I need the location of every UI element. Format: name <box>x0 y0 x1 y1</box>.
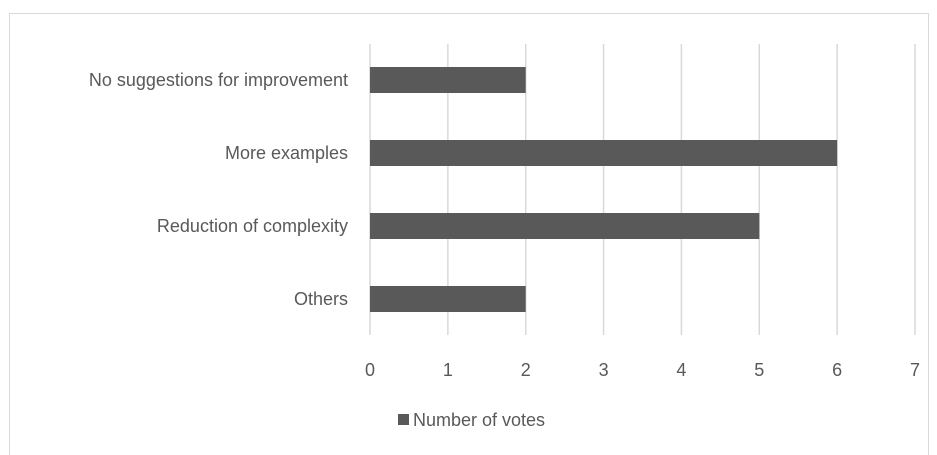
bar-2 <box>370 140 838 166</box>
legend-label: Number of votes <box>413 410 545 430</box>
x-tick-label-7: 7 <box>910 360 920 380</box>
chart-frame <box>9 13 929 455</box>
category-label-1: No suggestions for improvement <box>89 70 348 90</box>
x-tick-label-4: 4 <box>676 360 686 380</box>
legend-swatch <box>398 414 409 425</box>
x-tick-labels: 0 1 2 3 4 5 6 7 <box>365 360 920 380</box>
category-label-4: Others <box>294 289 348 309</box>
x-tick-label-0: 0 <box>365 360 375 380</box>
x-tick-label-2: 2 <box>521 360 531 380</box>
category-label-2: More examples <box>225 143 348 163</box>
bars <box>370 67 838 312</box>
x-tick-label-1: 1 <box>443 360 453 380</box>
legend: Number of votes <box>398 410 545 430</box>
category-label-3: Reduction of complexity <box>157 216 348 236</box>
x-tick-label-6: 6 <box>832 360 842 380</box>
x-tick-label-5: 5 <box>754 360 764 380</box>
x-tick-label-3: 3 <box>599 360 609 380</box>
bar-4 <box>370 286 526 312</box>
bar-3 <box>370 213 760 239</box>
bar-1 <box>370 67 526 93</box>
category-labels: No suggestions for improvement More examp… <box>89 70 348 309</box>
